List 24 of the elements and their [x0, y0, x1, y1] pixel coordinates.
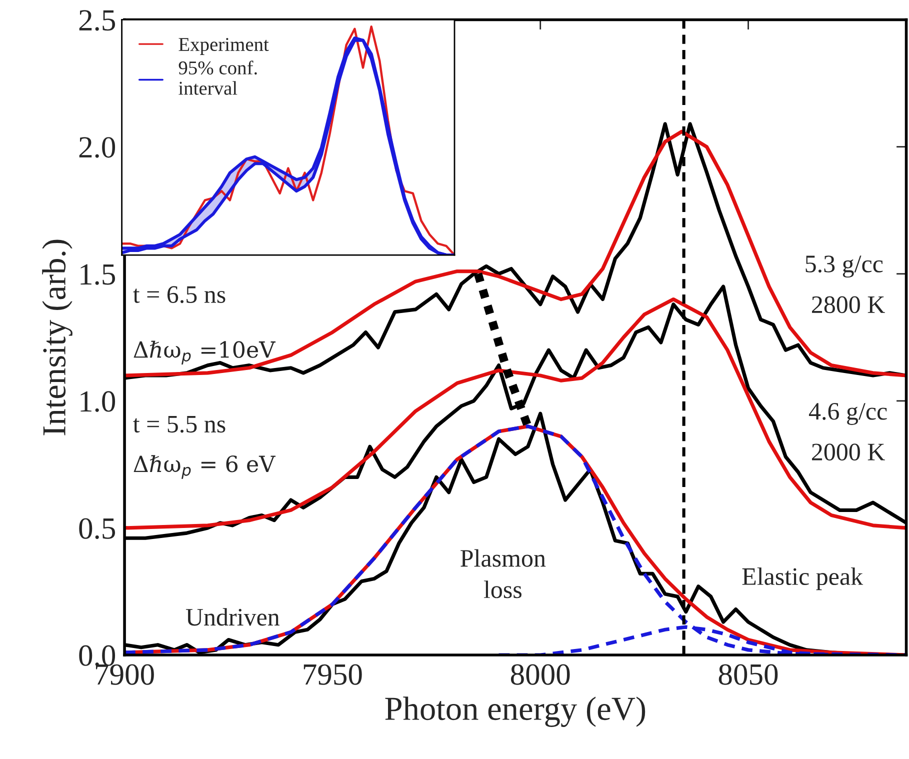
annotation: Undriven	[186, 608, 280, 626]
y-tick-label: 0.5	[79, 518, 116, 539]
annotation: 2000 K	[812, 444, 885, 461]
annotation: t = 5.5 ns	[133, 416, 226, 433]
annotation: Δℏω$_{p}$ =10eV	[134, 340, 276, 364]
legend-label: 95% conf. interval	[178, 60, 257, 95]
y-axis-title: Intensity (arb.)	[42, 240, 72, 436]
x-tick-label: 7900	[96, 664, 154, 685]
y-tick-label: 1.0	[80, 391, 116, 412]
annotation: 5.3 g/cc	[806, 256, 883, 278]
x-tick-label: 8000	[510, 664, 570, 685]
y-tick-label: 2.5	[79, 10, 116, 31]
y-tick-label: 2.0	[79, 137, 116, 158]
annotation: t = 6.5 ns	[133, 286, 226, 304]
x-tick-label: 7950	[304, 664, 362, 685]
y-tick-label: 1.5	[80, 264, 116, 285]
annotation: 2800 K	[812, 296, 885, 314]
x-axis-title: Photon energy (eV)	[385, 696, 646, 727]
annotation: Elastic peak	[742, 567, 864, 590]
legend-label: Experiment	[178, 38, 269, 55]
annotation: Plasmon loss	[460, 549, 546, 598]
annotation: 4.6 g/cc	[808, 402, 887, 425]
x-tick-label: 8050	[718, 664, 778, 685]
annotation: Δℏω$_{p}$ = 6 eV	[134, 455, 276, 479]
